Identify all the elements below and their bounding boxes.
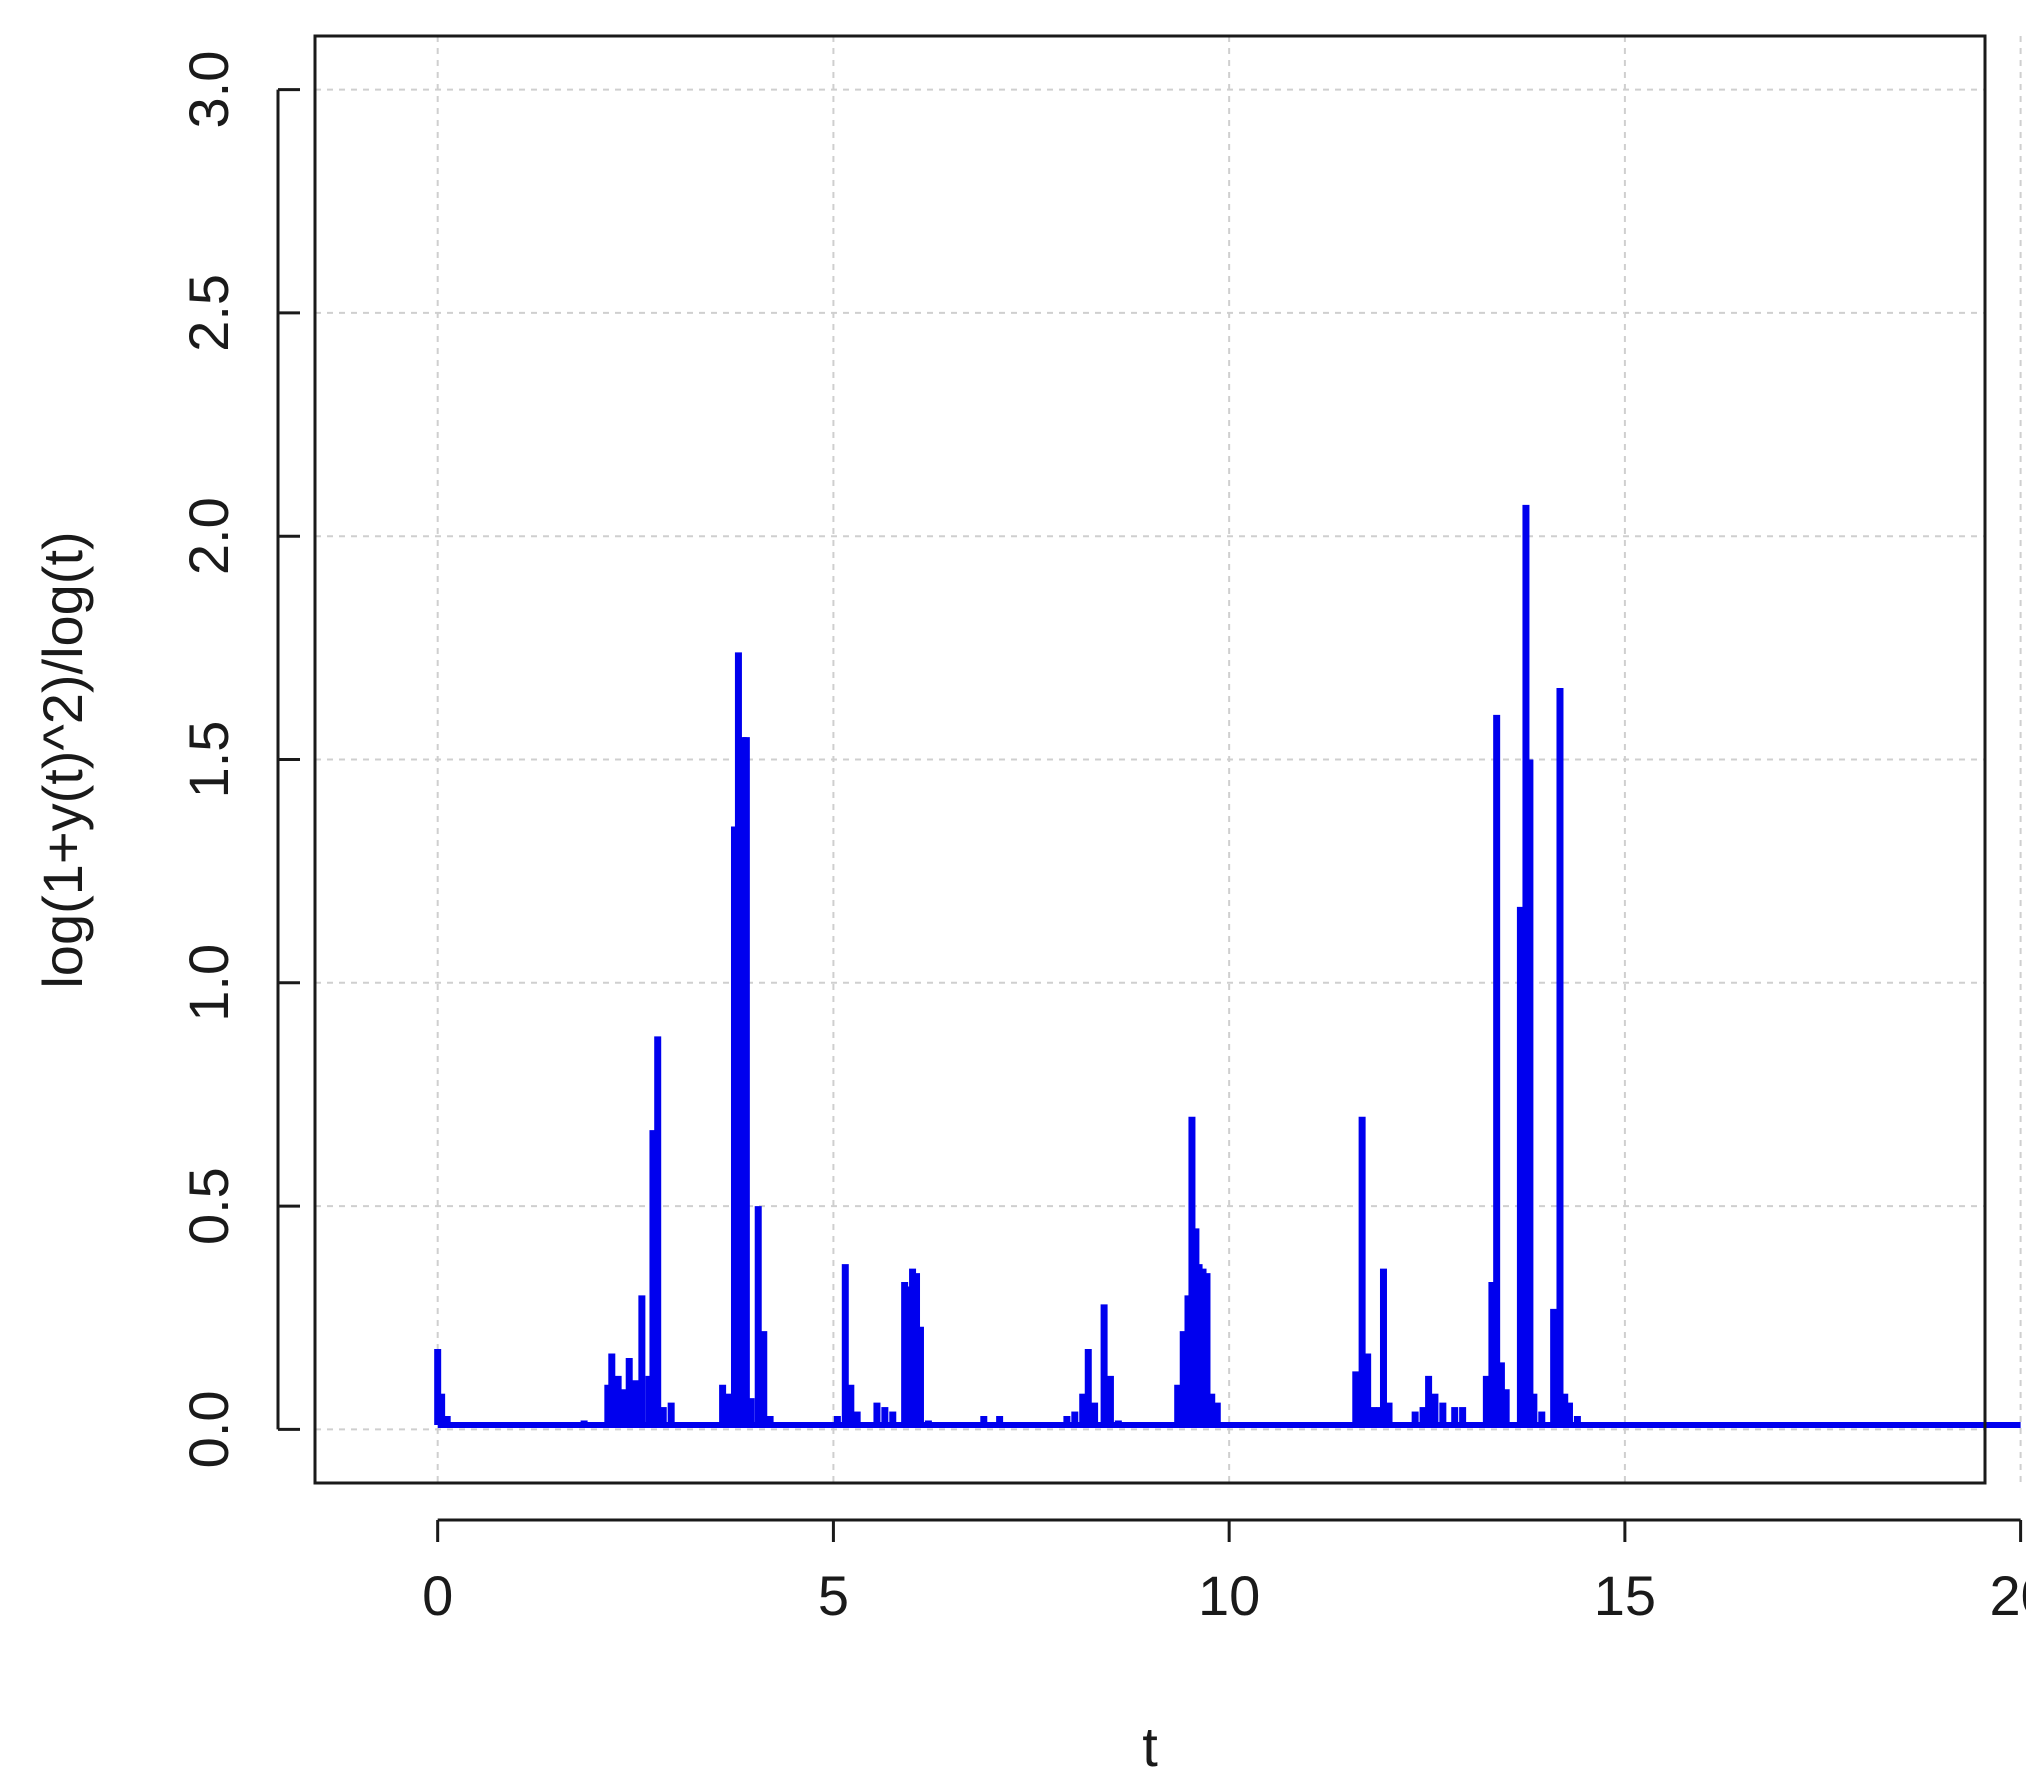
x-tick-label: 5 (818, 1564, 849, 1627)
y-tick-label: 0.0 (177, 1390, 240, 1468)
y-tick-label: 0.5 (177, 1167, 240, 1245)
x-tick-label: 20 (1989, 1564, 2026, 1627)
y-tick-label: 1.0 (177, 944, 240, 1022)
x-tick-label: 15 (1594, 1564, 1656, 1627)
x-axis: 0 5 10 15 20 (422, 1518, 2026, 1627)
y-tick-label: 3.0 (177, 51, 240, 129)
x-tick-label: 10 (1198, 1564, 1260, 1627)
y-tick-label: 2.5 (177, 274, 240, 352)
x-tick-label: 0 (422, 1564, 453, 1627)
series (434, 504, 2021, 1428)
y-axis-title: log(1+y(t)^2)/log(t) (31, 531, 94, 988)
grid (315, 36, 2022, 1483)
x-axis-title: t (1142, 1715, 1158, 1778)
plot-frame (313, 34, 1987, 1485)
y-tick-label: 2.0 (177, 497, 240, 575)
series-layer (434, 504, 2021, 1428)
y-axis: 0.0 0.5 1.0 1.5 2.0 2.5 3.0 (177, 51, 300, 1468)
y-tick-label: 1.5 (177, 721, 240, 799)
